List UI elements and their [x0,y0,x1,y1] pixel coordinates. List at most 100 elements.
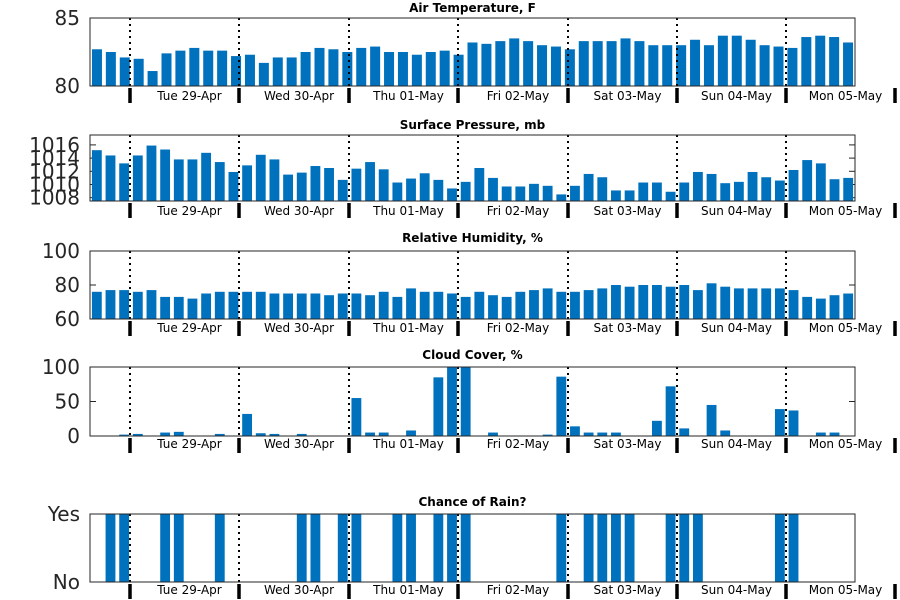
bar [258,62,269,86]
bar [488,295,498,319]
bar [720,183,731,201]
bar [370,46,381,86]
bar [592,41,603,86]
bar [570,185,580,201]
y-tick-label: 100 [42,355,80,379]
bar [296,172,307,201]
bar [397,52,408,86]
bar [242,413,253,436]
bar [105,52,116,86]
bar [692,290,703,319]
bar [665,191,676,201]
chart-title: Cloud Cover, % [422,348,522,362]
bar [255,154,266,201]
bar [679,514,690,582]
chart-title: Surface Pressure, mb [400,118,546,132]
y-tick-label: 85 [55,6,80,30]
bar [679,182,690,201]
bar [365,432,375,436]
bar [439,50,450,86]
bar [759,45,770,86]
bar [690,39,701,86]
y-tick-label: Yes [47,502,80,526]
bar [228,291,239,319]
bar [733,288,744,319]
x-tick-label: Sun 04-May [701,437,772,451]
bar [351,293,362,319]
bar [255,433,266,436]
bar [829,37,840,86]
bar [406,178,416,201]
bar [529,183,539,201]
bar [774,180,785,201]
bar [583,173,594,201]
bar [788,514,799,582]
bar [160,514,171,582]
x-tick-label: Wed 30-Apr [264,89,334,103]
bar [337,514,348,582]
bar [324,168,334,201]
bar [652,285,662,319]
bar [132,433,143,436]
bar [624,286,635,319]
bar [310,514,321,582]
bar [365,295,375,319]
bar [378,291,389,319]
bar [556,376,567,436]
bar [815,35,826,86]
x-tick-label: Sat 03-May [594,204,662,218]
bar [310,293,321,319]
bar [474,168,485,201]
bar [652,182,662,201]
bar [173,514,184,582]
bar [351,514,362,582]
x-tick-label: Sun 04-May [701,321,772,335]
x-tick-label: Tue 29-Apr [156,89,221,103]
y-tick-label: 1016 [29,133,80,157]
bar [447,514,457,582]
bar [570,291,580,319]
plot-frame [89,366,856,437]
bar [310,166,321,201]
bar [679,285,690,319]
bar [634,41,645,86]
y-tick-label: 1014 [29,146,80,170]
chart-panel-3: Relative Humidity, % 60 80 100 Tue 29-Apr Wed… [42,231,897,336]
bar [214,514,225,582]
y-tick-label: 60 [55,307,80,331]
bar [620,38,631,86]
x-tick-label: Thu 01-May [372,583,444,597]
x-tick-label: Tue 29-Apr [156,437,221,451]
bar [611,285,621,319]
bar [296,433,307,436]
bar [720,430,731,436]
bar [815,432,826,436]
bar [286,57,297,86]
bar [460,181,471,201]
bar [146,290,157,319]
bar [133,58,144,86]
x-tick-label: Thu 01-May [372,204,444,218]
bar [550,46,561,86]
bar [829,295,840,319]
x-tick-label: Thu 01-May [372,321,444,335]
bar [337,293,348,319]
bar [692,171,703,201]
bar [652,420,662,436]
bar [515,291,526,319]
bar [425,52,436,86]
x-tick-label: Wed 30-Apr [264,321,334,335]
chart-panel-1: Air Temperature, F 80 85 Tue 29-Apr Wed 30-A… [55,1,897,103]
bar [351,168,362,201]
bar [815,298,826,319]
bar [606,41,617,86]
chart-panel-4: Cloud Cover, % 0 50 100 Tue 29-Apr Wed 30-Apr… [42,348,897,453]
bar [314,47,325,86]
bar [173,431,184,436]
bar [214,433,225,436]
bar [392,182,403,201]
bar [611,432,621,436]
x-tick-label: Wed 30-Apr [264,204,334,218]
bar [324,295,334,319]
plot-frame [89,17,856,87]
